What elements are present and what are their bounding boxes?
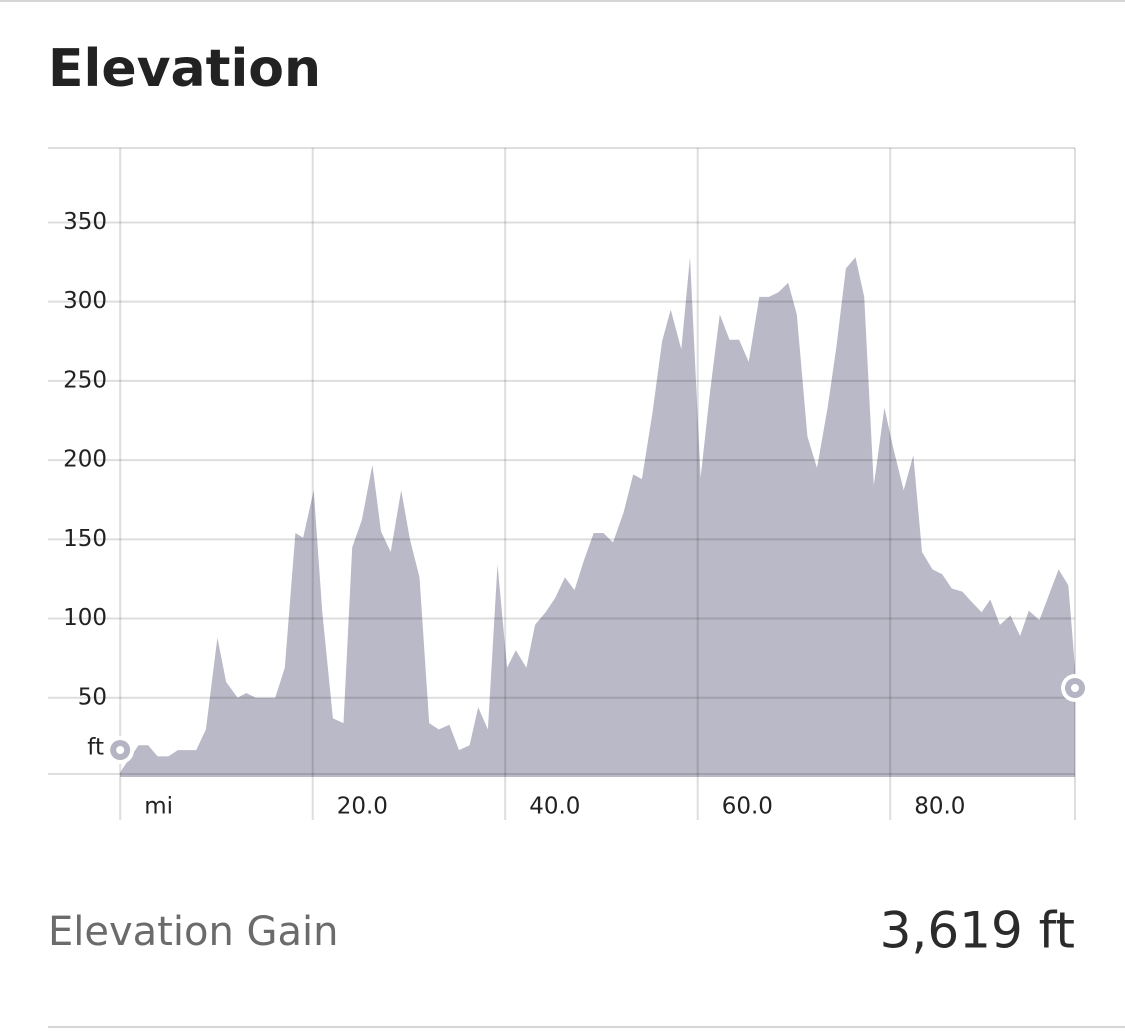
x-tick-label: 40.0 — [529, 794, 580, 820]
x-tick-label: 60.0 — [722, 794, 773, 820]
chart: 50 100 150 200 250 300 350 ft mi 20.0 40.0 60.0 80.0 — [48, 147, 1089, 820]
y-tick-label: 300 — [63, 288, 107, 314]
route-marker-dot — [1071, 684, 1079, 692]
x-tick-label: mi — [144, 794, 173, 820]
y-tick-label: 50 — [78, 684, 107, 710]
elevation-area — [120, 257, 1075, 777]
title: Elevation — [48, 39, 321, 99]
x-tick-label: 20.0 — [337, 794, 388, 820]
route-marker-dot — [116, 746, 125, 754]
y-unit-label: ft — [87, 735, 104, 761]
y-tick-label: 150 — [63, 526, 107, 552]
y-tick-label: 250 — [63, 367, 107, 393]
y-tick-label: 350 — [63, 209, 107, 235]
stat-label: Elevation Gain — [48, 909, 339, 955]
y-tick-label: 200 — [63, 447, 107, 473]
y-tick-label: 100 — [63, 605, 107, 631]
stat-value: 3,619 ft — [880, 902, 1075, 960]
x-tick-label: 80.0 — [914, 794, 965, 820]
